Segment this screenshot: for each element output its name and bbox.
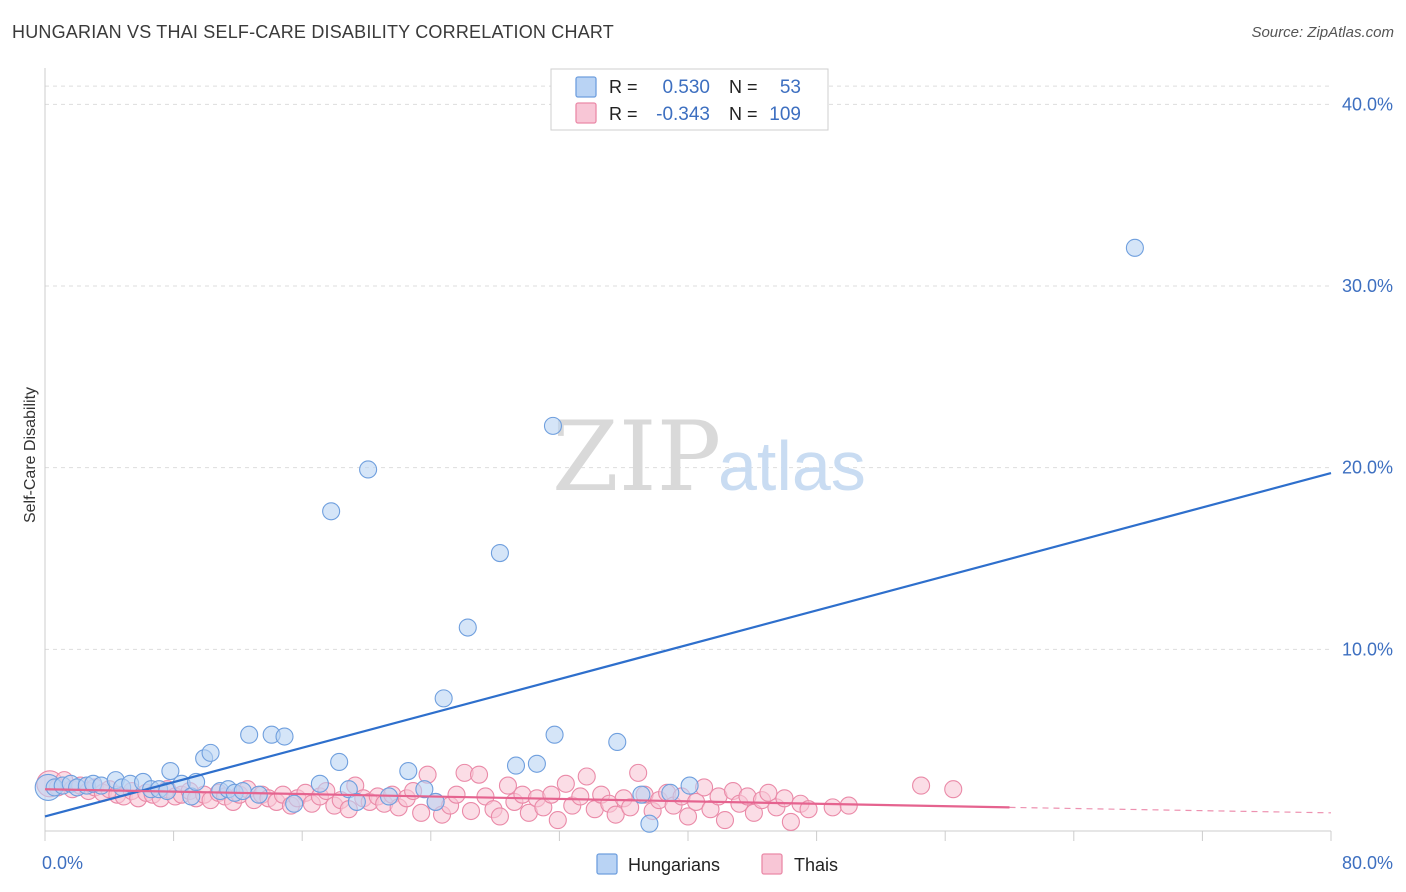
watermark-zip: ZIP xyxy=(552,401,721,513)
legend-swatch-hungarians xyxy=(575,76,597,98)
point-thais-58 xyxy=(461,801,481,821)
point-hungarians-35 xyxy=(359,460,378,479)
point-thais-63 xyxy=(498,776,518,795)
point-hungarians-26 xyxy=(249,785,268,804)
point-hungarians-31 xyxy=(322,502,341,521)
y-tick-label-20: 20.0% xyxy=(1342,458,1393,478)
point-thais-108 xyxy=(944,780,963,799)
point-hungarians-37 xyxy=(399,761,418,781)
legend-n-label-thais: N = xyxy=(729,104,758,124)
source-credit: Source: ZipAtlas.com xyxy=(1251,24,1394,41)
point-thais-107 xyxy=(912,776,931,795)
point-thais-69 xyxy=(542,785,561,804)
point-hungarians-25 xyxy=(240,725,259,744)
point-thais-81 xyxy=(629,763,648,782)
y-tick-label-30: 30.0% xyxy=(1342,276,1393,296)
point-thais-97 xyxy=(744,803,763,822)
point-hungarians-38 xyxy=(415,780,434,799)
data-points xyxy=(34,238,1144,833)
point-hungarians-52 xyxy=(1125,238,1144,257)
legend-top: R = 0.530 N = 53 R = -0.343 N = 109 xyxy=(550,68,829,131)
legend-r-label-thais: R = xyxy=(609,104,638,124)
trend-line-dashed-thais xyxy=(1009,806,1332,814)
legend-n-value-thais: 109 xyxy=(769,104,801,125)
y-tick-label-40: 40.0% xyxy=(1342,94,1393,114)
legend-bottom-label-hungarians: Hungarians xyxy=(628,855,720,875)
point-thais-51 xyxy=(412,803,431,822)
point-hungarians-29 xyxy=(285,794,304,813)
point-thais-56 xyxy=(447,785,466,804)
point-hungarians-28 xyxy=(275,727,294,746)
gridlines xyxy=(45,85,1331,650)
legend-swatch-thais xyxy=(575,102,597,124)
legend-r-value-hungarians: 0.530 xyxy=(662,77,710,98)
legend-bottom-swatch-hungarians xyxy=(596,853,618,875)
legend-bottom-swatch-thais xyxy=(761,853,783,875)
legend-n-value-hungarians: 53 xyxy=(780,77,801,98)
trend-lines xyxy=(44,472,1332,818)
point-hungarians-30 xyxy=(310,774,329,793)
y-tick-label-10: 10.0% xyxy=(1342,639,1393,659)
trend-line-thais xyxy=(44,788,1010,809)
point-hungarians-20 xyxy=(201,743,220,762)
x-tick-label-min: 0.0% xyxy=(42,853,83,873)
point-thais-93 xyxy=(715,811,735,830)
point-thais-88 xyxy=(678,807,698,826)
x-axis-ticks xyxy=(44,831,1332,841)
point-thais-99 xyxy=(759,783,778,802)
point-hungarians-43 xyxy=(506,756,526,775)
legend-bottom: Hungarians Thais xyxy=(596,853,838,875)
point-thais-102 xyxy=(781,812,800,831)
y-tick-labels: 10.0% 20.0% 30.0% 40.0% xyxy=(1342,94,1393,659)
x-tick-label-max: 80.0% xyxy=(1342,853,1393,873)
point-hungarians-34 xyxy=(347,792,366,811)
point-hungarians-32 xyxy=(330,752,349,772)
point-hungarians-44 xyxy=(527,754,546,773)
point-thais-80 xyxy=(621,798,640,817)
point-hungarians-41 xyxy=(458,618,477,637)
point-thais-59 xyxy=(469,765,489,784)
chart-title: HUNGARIAN VS THAI SELF-CARE DISABILITY C… xyxy=(12,22,614,42)
point-thais-71 xyxy=(556,774,575,793)
point-hungarians-42 xyxy=(490,543,509,563)
legend-r-label-hungarians: R = xyxy=(609,77,638,97)
point-hungarians-48 xyxy=(632,785,651,804)
point-thais-74 xyxy=(577,767,596,786)
watermark-atlas: atlas xyxy=(718,427,866,505)
point-thais-73 xyxy=(571,787,590,806)
legend-n-label-hungarians: N = xyxy=(729,77,758,97)
point-hungarians-45 xyxy=(543,416,563,435)
point-thais-70 xyxy=(548,811,567,830)
point-hungarians-33 xyxy=(339,780,358,799)
point-hungarians-40 xyxy=(434,689,453,708)
point-thais-105 xyxy=(823,798,842,817)
point-hungarians-46 xyxy=(545,725,564,744)
point-thais-78 xyxy=(606,805,625,824)
point-hungarians-24 xyxy=(233,781,252,801)
legend-bottom-label-thais: Thais xyxy=(794,855,838,875)
legend-r-value-thais: -0.343 xyxy=(656,104,710,125)
point-thais-104 xyxy=(799,800,818,819)
point-hungarians-51 xyxy=(680,776,699,795)
point-thais-62 xyxy=(490,807,509,826)
point-hungarians-50 xyxy=(661,783,680,802)
point-hungarians-15 xyxy=(161,761,180,781)
trend-line-hungarians xyxy=(44,472,1332,818)
y-axis-label: Self-Care Disability xyxy=(22,387,39,523)
point-hungarians-49 xyxy=(640,814,659,833)
point-hungarians-47 xyxy=(608,732,627,752)
